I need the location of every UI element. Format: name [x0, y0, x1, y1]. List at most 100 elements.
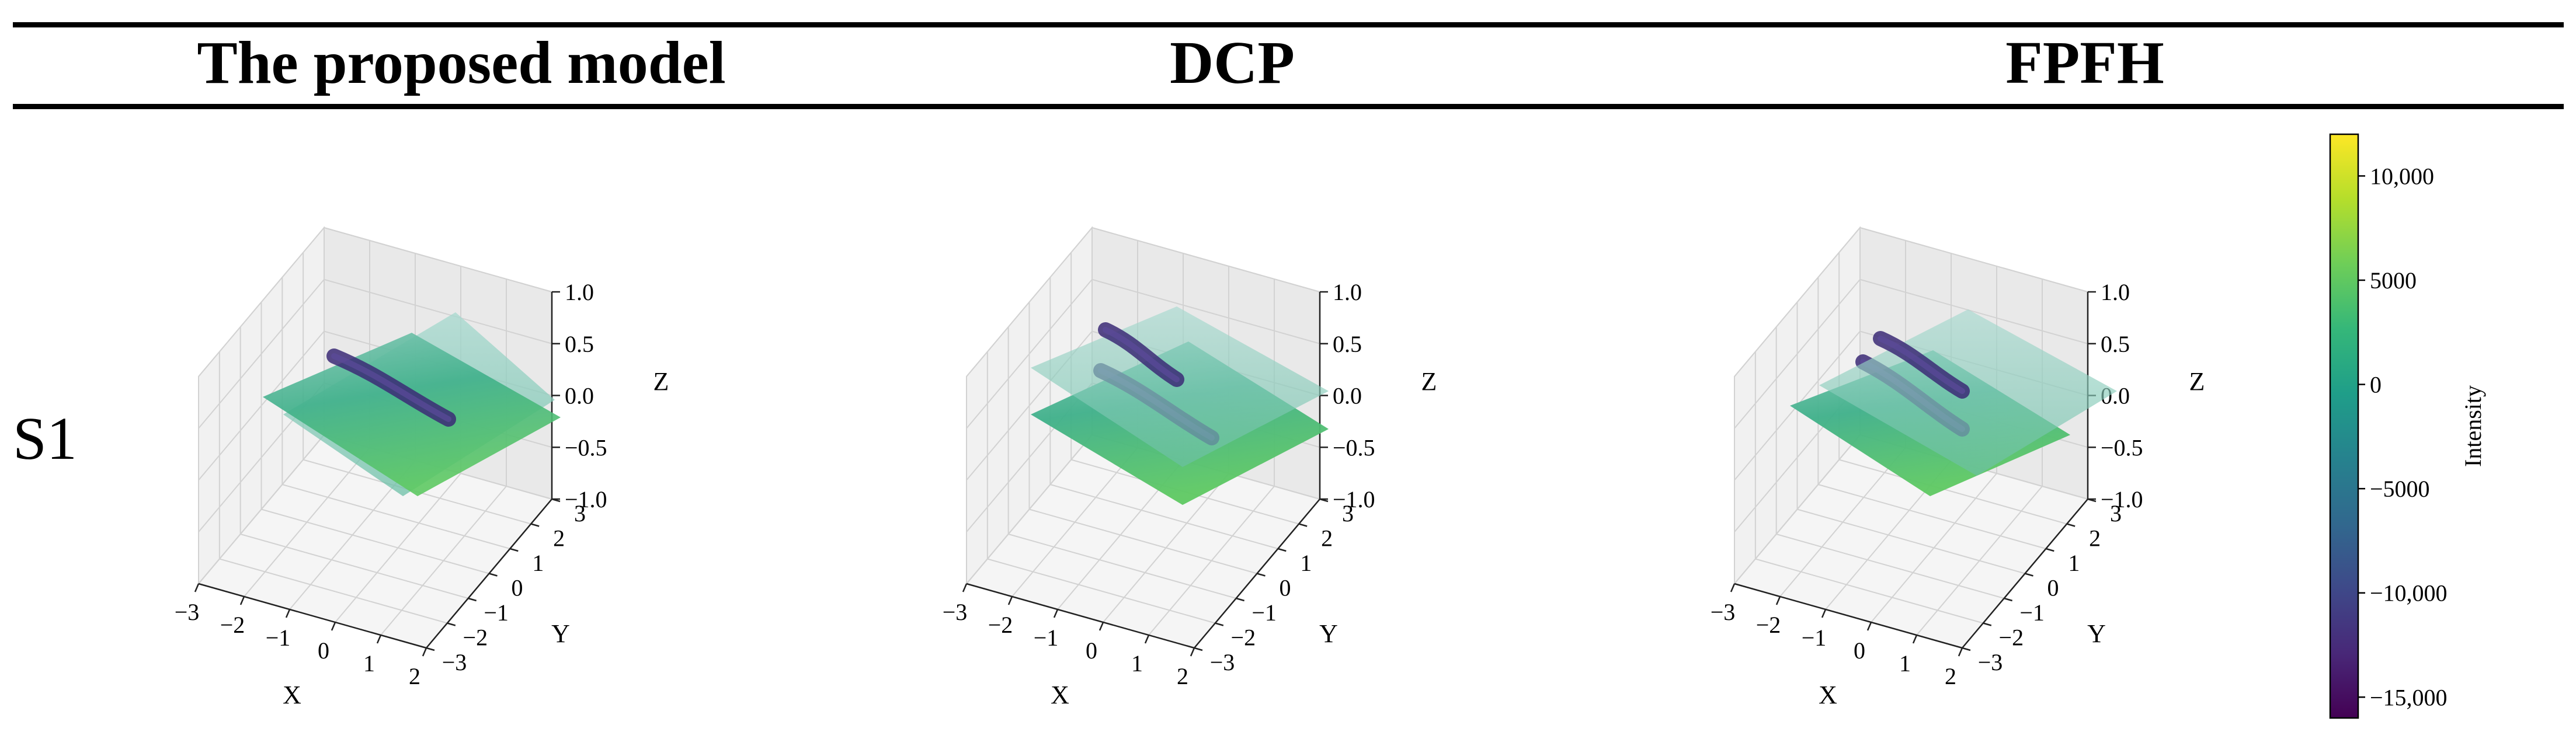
y-tick	[1277, 548, 1287, 552]
column-title-proposed: The proposed model	[197, 29, 726, 96]
y-tick	[1962, 647, 1971, 651]
z-tick-label: 0.0	[565, 383, 594, 409]
colorbar-label: Intensity	[2460, 385, 2486, 467]
z-tick-label: 1.0	[1333, 279, 1362, 305]
source-surface	[1031, 306, 1329, 467]
z-gridline	[198, 226, 552, 377]
x-tick	[422, 647, 427, 657]
x-tick-label: −2	[988, 612, 1013, 638]
y-gridline	[987, 558, 1216, 624]
colorbar-tick-label: 5000	[2370, 267, 2417, 294]
z-tick-label: −0.5	[2101, 434, 2143, 461]
column-title-fpfh: FPFH	[2005, 29, 2164, 96]
z-tick-label: 1.0	[2101, 279, 2130, 305]
y-tick	[1215, 622, 1224, 626]
y-tick-label: 0	[2047, 575, 2059, 601]
x-axis-label: X	[283, 681, 301, 709]
y-tick-label: −2	[1231, 625, 1256, 651]
y-gridline	[1050, 484, 1278, 549]
x-tick	[1912, 635, 1918, 644]
x-tick-label: 2	[1177, 663, 1188, 689]
x-tick	[1007, 596, 1013, 605]
y-gridline	[1008, 534, 1236, 599]
y-tick	[2066, 523, 2076, 527]
x-tick	[194, 583, 200, 592]
crack-feature-source-core	[1103, 327, 1180, 382]
y-tick-label: −1	[484, 599, 509, 626]
y-tick	[1194, 647, 1203, 651]
y-gridline	[1776, 534, 2004, 599]
z-tick-label: 0.0	[1333, 383, 1362, 409]
x-tick-label: 1	[1899, 650, 1911, 677]
x-tick	[1053, 609, 1059, 618]
colorbar-tick-label: 10,000	[2370, 163, 2434, 189]
y-tick-label: 0	[512, 575, 523, 601]
y-tick-label: 1	[1300, 550, 1312, 576]
colorbar-tick-label: 0	[2370, 372, 2382, 398]
x-tick	[285, 609, 291, 618]
x-tick-label: 1	[1131, 650, 1143, 677]
y-gridline	[219, 558, 448, 624]
z-gridline	[1734, 226, 2088, 377]
y-tick	[2025, 573, 2033, 577]
y-tick-label: −3	[1978, 649, 2003, 675]
x-tick	[1775, 596, 1781, 605]
x-tick-label: −3	[175, 599, 200, 625]
x-tick-label: 0	[1854, 637, 1865, 664]
y-tick-label: −3	[442, 649, 467, 675]
y-tick-label: 0	[1280, 575, 1291, 601]
crack-feature-source-core	[1878, 336, 1965, 394]
x-tick	[331, 622, 336, 631]
z-tick-label: −1.0	[565, 486, 607, 513]
x-tick-label: 2	[409, 663, 420, 689]
y-tick	[2045, 548, 2054, 552]
z-tick-label: −1.0	[1333, 486, 1375, 513]
x-tick	[1821, 609, 1827, 618]
target-surface	[263, 333, 561, 496]
x-tick	[376, 635, 382, 644]
y-gridline	[1838, 459, 2067, 525]
y-tick-label: −3	[1210, 649, 1235, 675]
z-axis-label: Z	[653, 367, 669, 396]
y-gridline	[240, 534, 468, 599]
y-axis-label: Y	[1319, 619, 1338, 648]
x-tick	[962, 583, 968, 592]
y-tick-label: −2	[1999, 625, 2024, 651]
y-tick-label: 3	[1342, 500, 1354, 527]
row-label: S1	[13, 405, 77, 472]
z-tick-label: −0.5	[565, 434, 607, 461]
y-tick	[530, 523, 540, 527]
x-tick-label: −1	[1802, 625, 1827, 651]
y-tick	[1236, 597, 1245, 602]
z-tick-label: 0.5	[1333, 331, 1362, 357]
colorbar-gradient	[2329, 133, 2359, 719]
z-gridline	[966, 226, 1320, 377]
x-tick	[239, 596, 245, 605]
z-tick-label: 0.5	[565, 331, 594, 357]
x-tick	[1144, 635, 1150, 644]
y-tick	[447, 622, 456, 626]
x-tick	[1958, 647, 1963, 657]
x-axis-label: X	[1051, 681, 1069, 709]
x-axis-line	[1734, 583, 1963, 649]
y-gridline	[1818, 484, 2046, 549]
z-gridline	[1734, 278, 2088, 429]
x-tick	[1730, 583, 1736, 592]
z-gridline	[198, 278, 552, 429]
x-tick-label: 2	[1945, 663, 1956, 689]
x-tick-label: −2	[1756, 612, 1781, 638]
z-tick-label: −1.0	[2101, 486, 2143, 513]
x-tick	[1098, 622, 1104, 631]
y-tick-label: −1	[1252, 599, 1277, 626]
y-gridline	[1755, 558, 1984, 624]
top-rule	[13, 22, 2564, 27]
y-tick	[468, 597, 477, 602]
y-tick-label: 1	[532, 550, 544, 576]
colorbar-tick-label: −5000	[2370, 476, 2430, 502]
y-tick-label: 2	[2089, 525, 2101, 552]
x-axis-line	[966, 583, 1195, 649]
x-tick-label: 0	[1086, 637, 1097, 664]
header-rule	[13, 104, 2564, 109]
